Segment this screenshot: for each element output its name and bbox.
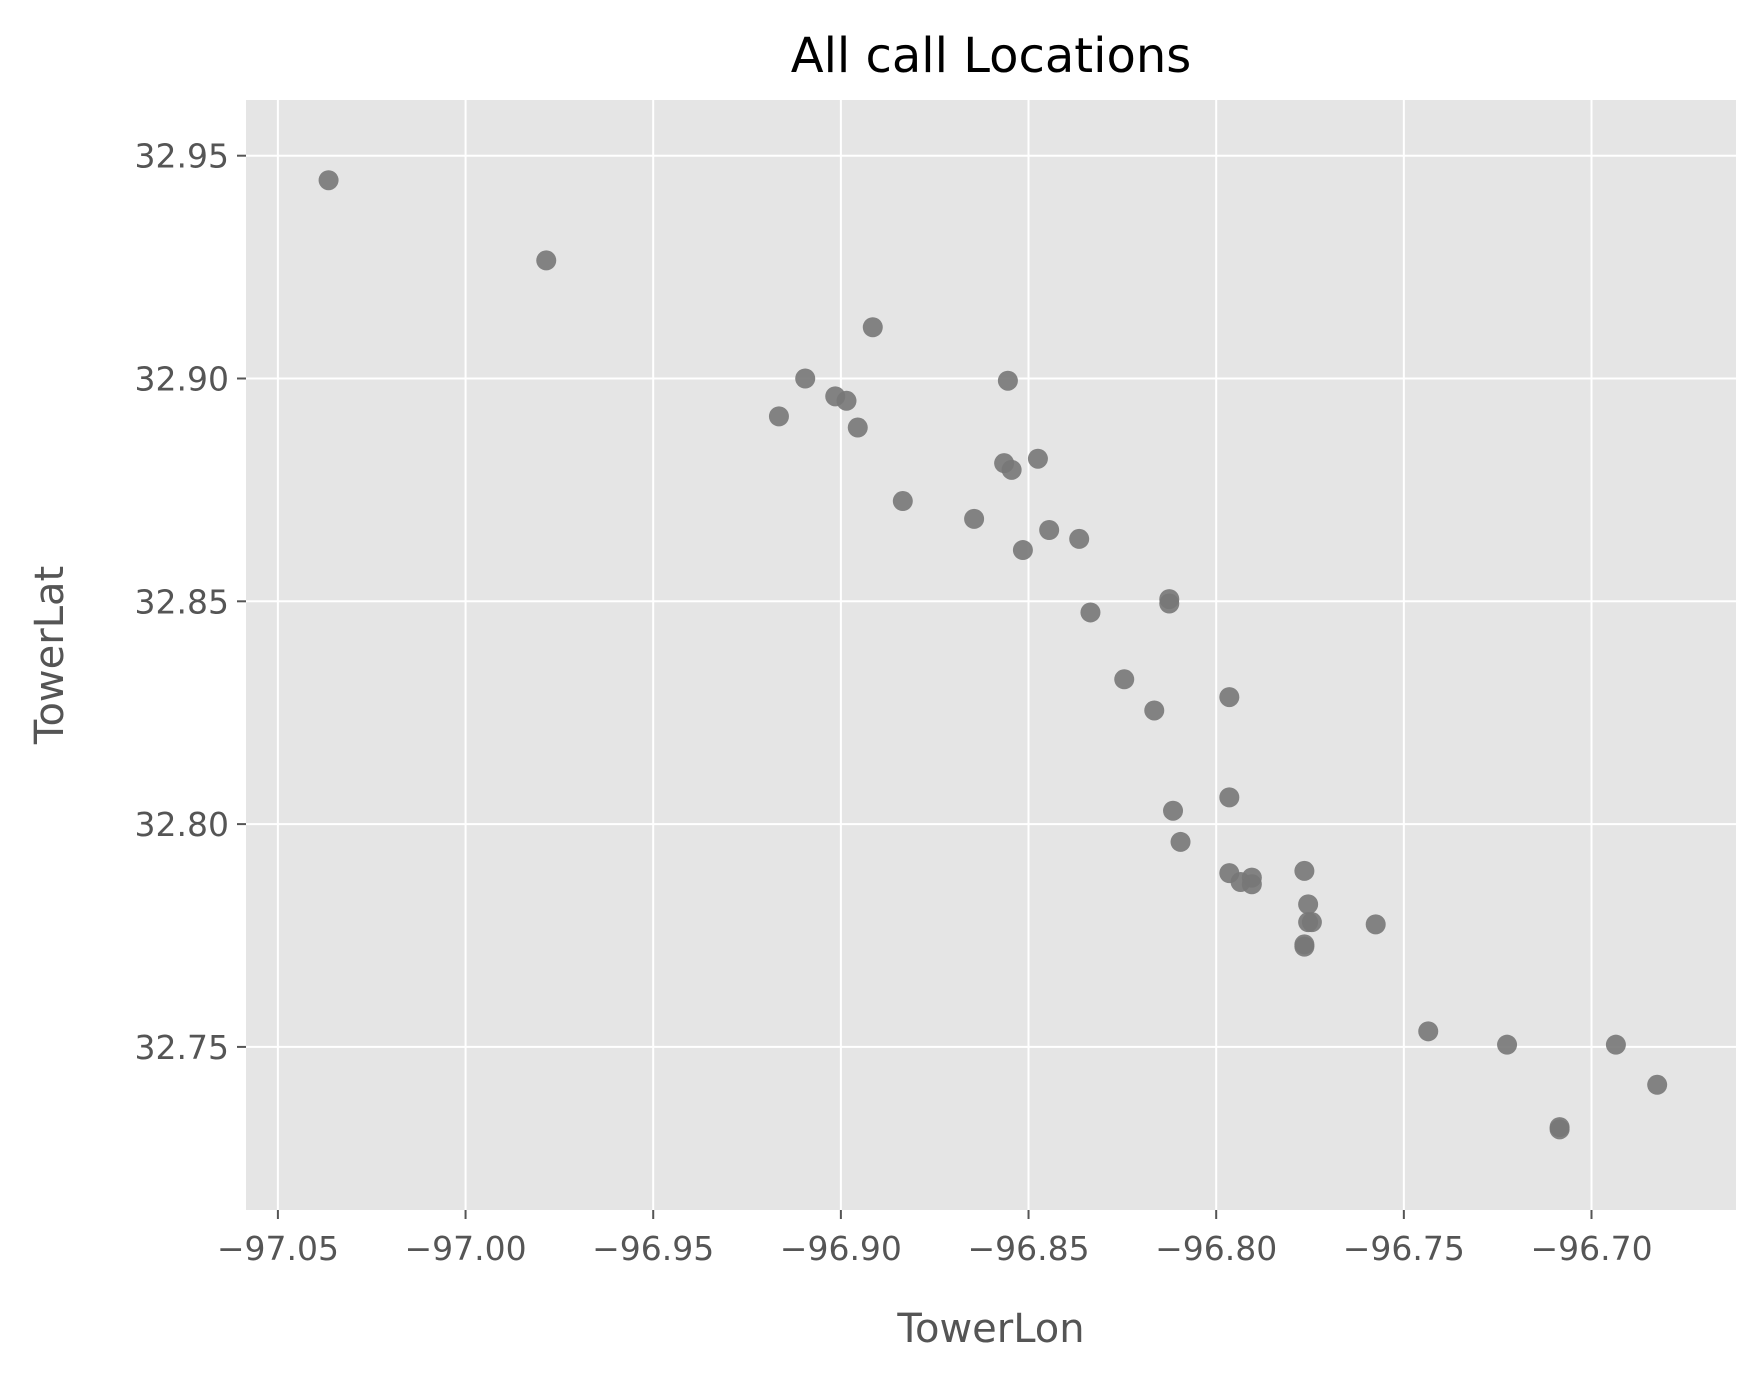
data-point <box>1219 787 1240 808</box>
data-point <box>1170 831 1191 852</box>
data-point <box>1365 914 1386 935</box>
grid-lines <box>246 100 1736 1210</box>
y-tick-label: 32.75 <box>135 1028 229 1067</box>
data-point <box>1301 912 1322 933</box>
data-point <box>1647 1074 1668 1095</box>
data-point <box>997 370 1018 391</box>
data-point <box>1080 602 1101 623</box>
data-point <box>318 170 339 191</box>
data-point <box>1219 687 1240 708</box>
x-tick-label: −96.85 <box>967 1229 1089 1268</box>
data-point <box>1418 1021 1439 1042</box>
data-point <box>768 406 789 427</box>
data-point <box>795 368 816 389</box>
data-point <box>1163 800 1184 821</box>
x-tick-label: −97.05 <box>217 1229 339 1268</box>
plot-area <box>246 100 1736 1210</box>
x-tick-label: −97.00 <box>404 1229 526 1268</box>
data-point <box>1069 528 1090 549</box>
x-tick-label: −96.80 <box>1155 1229 1277 1268</box>
y-tick-label: 32.90 <box>135 360 229 399</box>
y-tick-label: 32.80 <box>135 805 229 844</box>
x-tick-label: −96.70 <box>1530 1229 1652 1268</box>
y-tick-label: 32.85 <box>135 582 229 621</box>
x-axis-label: TowerLon <box>896 1306 1084 1352</box>
data-point <box>1114 669 1135 690</box>
data-point <box>1027 448 1048 469</box>
data-point <box>964 508 985 529</box>
chart-title: All call Locations <box>791 28 1192 84</box>
data-point <box>892 491 913 512</box>
data-point <box>1159 593 1180 614</box>
data-point <box>1144 700 1165 721</box>
data-point <box>536 250 557 271</box>
data-point <box>1294 936 1315 957</box>
data-point <box>1039 520 1060 541</box>
x-tick-label: −96.95 <box>592 1229 714 1268</box>
y-axis-label: TowerLat <box>27 566 73 745</box>
x-axis-ticks: −97.05 −97.00 −96.95 −96.90 −96.85 −96.80 −96.… <box>217 1210 1653 1268</box>
data-point <box>847 417 868 438</box>
data-point <box>836 390 857 411</box>
data-points <box>318 170 1668 1140</box>
data-point <box>1241 874 1262 895</box>
y-axis-ticks: 32.75 32.80 32.85 32.90 32.95 <box>135 137 246 1067</box>
data-point <box>1012 540 1033 561</box>
data-point <box>1298 894 1319 915</box>
y-tick-label: 32.95 <box>135 137 229 176</box>
data-point <box>1001 459 1022 480</box>
data-point <box>1549 1117 1570 1138</box>
x-tick-label: −96.75 <box>1343 1229 1465 1268</box>
data-point <box>1605 1034 1626 1055</box>
data-point <box>862 317 883 338</box>
x-tick-label: −96.90 <box>780 1229 902 1268</box>
data-point <box>1497 1034 1518 1055</box>
data-point <box>1294 860 1315 881</box>
